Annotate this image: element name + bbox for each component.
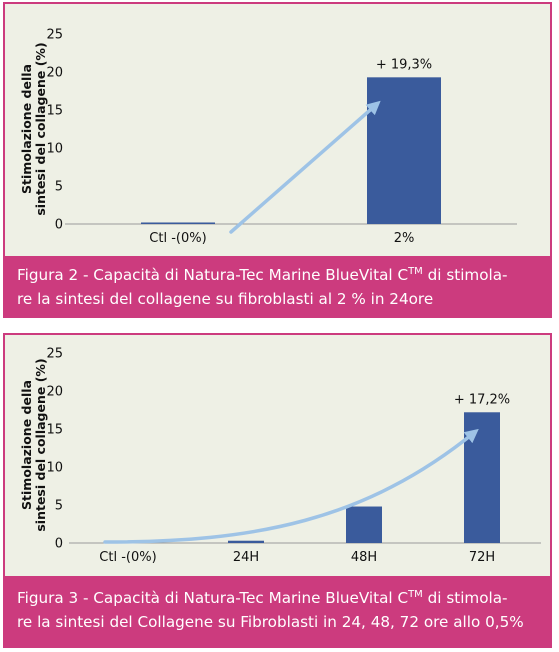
y-axis-label-line1: Stimolazione della bbox=[19, 380, 34, 510]
figure-2-panel: 0 5 10 15 20 25 Stimolazione della sintesi del … bbox=[3, 2, 552, 318]
x-tick-label: 2% bbox=[394, 231, 415, 246]
y-tick-label: 15 bbox=[46, 104, 63, 119]
trend-arrow bbox=[103, 428, 479, 544]
y-tick-label: 15 bbox=[46, 423, 63, 438]
caption-text: di stimola- bbox=[422, 266, 508, 284]
y-axis-label: Stimolazione della sintesi del collagene … bbox=[19, 42, 48, 215]
x-tick-label: Ctl -(0%) bbox=[99, 550, 156, 565]
x-tick-label: 24H bbox=[233, 550, 259, 565]
caption-text: Figura 3 - Capacità di Natura-Tec Marine… bbox=[17, 589, 409, 607]
x-tick-label: Ctl -(0%) bbox=[149, 231, 206, 246]
y-tick-label: 5 bbox=[55, 180, 63, 195]
y-tick-label: 20 bbox=[46, 385, 63, 400]
y-tick-label: 0 bbox=[55, 537, 63, 552]
bar bbox=[464, 412, 500, 543]
x-tick-label: 72H bbox=[469, 550, 495, 565]
y-axis-label-line1: Stimolazione della bbox=[19, 64, 34, 194]
caption-text: Figura 2 - Capacità di Natura-Tec Marine… bbox=[17, 266, 409, 284]
data-label: + 19,3% bbox=[376, 57, 432, 72]
caption-text: re la sintesi del Collagene su Fibroblas… bbox=[17, 613, 524, 631]
y-tick-label: 25 bbox=[46, 28, 63, 43]
y-axis-label: Stimolazione della sintesi del collagene … bbox=[19, 358, 48, 531]
trademark-sup: TM bbox=[408, 589, 423, 600]
y-tick-label: 10 bbox=[46, 461, 63, 476]
figure-3-caption: Figura 3 - Capacità di Natura-Tec Marine… bbox=[5, 576, 550, 646]
y-tick-label: 20 bbox=[46, 66, 63, 81]
x-tick-label: 48H bbox=[351, 550, 377, 565]
trend-arrow bbox=[229, 100, 381, 234]
y-tick-label: 25 bbox=[46, 347, 63, 362]
y-tick-label: 0 bbox=[55, 218, 63, 233]
figure-2-caption: Figura 2 - Capacità di Natura-Tec Marine… bbox=[5, 256, 550, 316]
trademark-sup: TM bbox=[408, 266, 423, 277]
caption-text: re la sintesi del collagene su fibroblas… bbox=[17, 290, 434, 308]
y-axis-label-line2: sintesi del collagene (%) bbox=[33, 358, 48, 531]
bar bbox=[228, 540, 264, 543]
bar bbox=[141, 222, 215, 224]
data-label: + 17,2% bbox=[454, 392, 510, 407]
bar bbox=[367, 77, 441, 224]
y-tick-label: 5 bbox=[55, 499, 63, 514]
caption-text: di stimola- bbox=[422, 589, 508, 607]
figure-3-panel: 0 5 10 15 20 25 Stimolazione della sintesi del … bbox=[3, 333, 552, 648]
y-tick-label: 10 bbox=[46, 142, 63, 157]
y-axis-label-line2: sintesi del collagene (%) bbox=[33, 42, 48, 215]
bar bbox=[346, 506, 382, 543]
